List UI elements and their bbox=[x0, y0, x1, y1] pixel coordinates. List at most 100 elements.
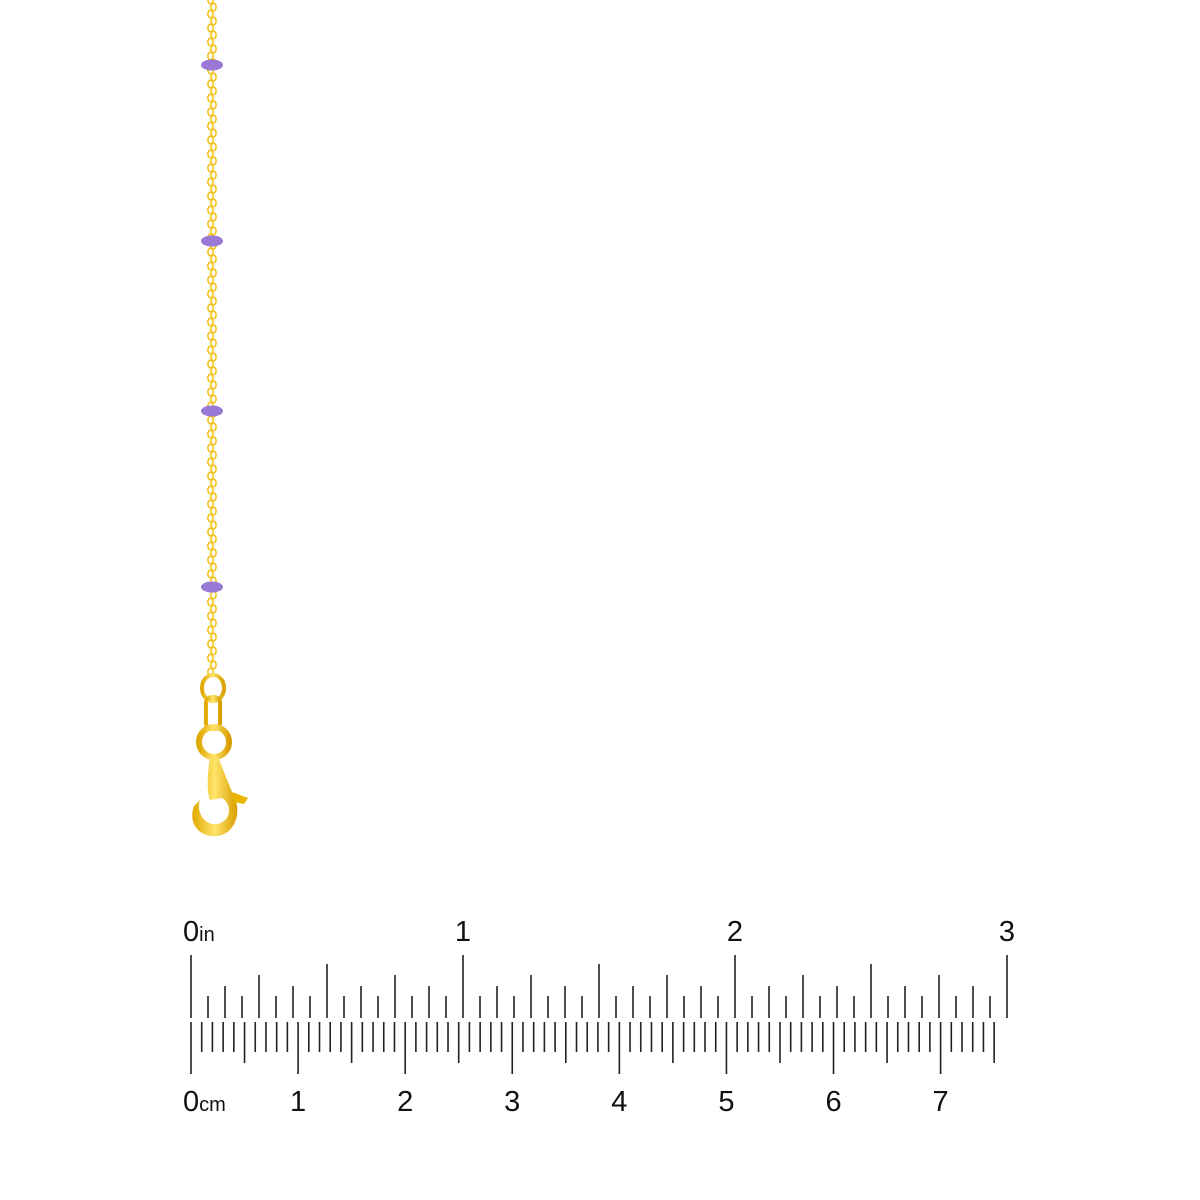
ruler-label: 1 bbox=[290, 1088, 306, 1117]
chain-link bbox=[207, 177, 214, 187]
chain-link bbox=[207, 9, 214, 19]
chain-link bbox=[207, 387, 214, 397]
chain-link bbox=[210, 310, 217, 320]
chain-link bbox=[210, 128, 217, 138]
chain-link bbox=[210, 2, 217, 12]
chain-link bbox=[207, 107, 214, 117]
chain-link bbox=[207, 275, 214, 285]
ruler-label: 4 bbox=[611, 1088, 627, 1117]
chain-link bbox=[210, 72, 217, 82]
chain-link bbox=[207, 205, 214, 215]
chain-link bbox=[210, 16, 217, 26]
chain-link bbox=[210, 464, 217, 474]
chain-link bbox=[207, 457, 214, 467]
chain-link bbox=[207, 317, 214, 327]
enamel-bead bbox=[201, 235, 223, 247]
chain-link bbox=[207, 527, 214, 537]
chain-link bbox=[210, 520, 217, 530]
chain-link bbox=[207, 541, 214, 551]
chain-link bbox=[210, 142, 217, 152]
chain-link bbox=[207, 429, 214, 439]
chain-link bbox=[210, 450, 217, 460]
ruler-label: 6 bbox=[825, 1088, 841, 1117]
ruler-label: 0in bbox=[183, 918, 215, 947]
chain-link bbox=[210, 282, 217, 292]
chain-link bbox=[210, 226, 217, 236]
chain-link bbox=[210, 618, 217, 628]
chain-link bbox=[207, 191, 214, 201]
chain-link bbox=[210, 44, 217, 54]
chain-link bbox=[210, 324, 217, 334]
chain-link bbox=[210, 170, 217, 180]
ruler-label: 5 bbox=[718, 1088, 734, 1117]
inch-ruler-ticks bbox=[190, 955, 1008, 1018]
chain-link bbox=[207, 555, 214, 565]
chain-link bbox=[207, 149, 214, 159]
ruler-number: 1 bbox=[290, 1086, 307, 1118]
ruler-number: 4 bbox=[611, 1086, 628, 1118]
enamel-bead bbox=[201, 59, 223, 71]
chain-link bbox=[210, 548, 217, 558]
ruler-number: 6 bbox=[825, 1086, 842, 1118]
ruler-number: 3 bbox=[504, 1086, 521, 1118]
chain-link bbox=[207, 303, 214, 313]
chain-link bbox=[207, 163, 214, 173]
chain-link bbox=[207, 499, 214, 509]
chain-link bbox=[207, 513, 214, 523]
chain-link bbox=[207, 611, 214, 621]
chain-link bbox=[210, 156, 217, 166]
ruler-number: 1 bbox=[454, 916, 472, 948]
chain-link bbox=[210, 562, 217, 572]
chain-link bbox=[207, 569, 214, 579]
chain-link bbox=[207, 247, 214, 257]
chain-link bbox=[207, 261, 214, 271]
chain-link bbox=[210, 492, 217, 502]
chain-link bbox=[207, 485, 214, 495]
chain-link bbox=[210, 534, 217, 544]
cm-ruler-ticks bbox=[190, 1022, 995, 1074]
chain-link bbox=[207, 289, 214, 299]
chain-link bbox=[207, 345, 214, 355]
chain-link bbox=[210, 394, 217, 404]
chain-link bbox=[207, 471, 214, 481]
ruler-label: 3 bbox=[999, 918, 1015, 947]
chain-link bbox=[210, 380, 217, 390]
ruler-label: 3 bbox=[504, 1088, 520, 1117]
chain-link bbox=[207, 653, 214, 663]
chain-link bbox=[210, 506, 217, 516]
chain-link bbox=[210, 646, 217, 656]
ruler-unit: cm bbox=[199, 1094, 226, 1116]
ruler-number: 0 bbox=[183, 1086, 200, 1118]
ruler-number: 5 bbox=[718, 1086, 735, 1118]
ruler-number: 2 bbox=[397, 1086, 414, 1118]
chain-link bbox=[210, 632, 217, 642]
chain-link bbox=[207, 135, 214, 145]
chain-link bbox=[207, 625, 214, 635]
enamel-bead bbox=[201, 405, 223, 417]
chain-link bbox=[210, 604, 217, 614]
chain bbox=[201, 0, 223, 677]
chain-link bbox=[210, 366, 217, 376]
chain-link bbox=[207, 597, 214, 607]
lobster-clasp bbox=[192, 673, 248, 837]
ruler-number: 2 bbox=[726, 916, 744, 948]
chain-link bbox=[207, 79, 214, 89]
ruler-label: 2 bbox=[397, 1088, 413, 1117]
chain-link bbox=[207, 373, 214, 383]
chain-link bbox=[207, 443, 214, 453]
ruler-label: 1 bbox=[455, 918, 471, 947]
chain-link bbox=[207, 639, 214, 649]
chain-link bbox=[210, 100, 217, 110]
chain-link bbox=[210, 198, 217, 208]
ruler-label: 0cm bbox=[183, 1088, 226, 1117]
ruler-number: 0 bbox=[183, 916, 200, 948]
chain-link bbox=[210, 296, 217, 306]
chain-link bbox=[210, 184, 217, 194]
chain-link bbox=[210, 660, 217, 670]
chain-link bbox=[210, 30, 217, 40]
ruler-label: 2 bbox=[727, 918, 743, 947]
ruler-number: 3 bbox=[998, 916, 1016, 948]
enamel-bead bbox=[201, 581, 223, 593]
